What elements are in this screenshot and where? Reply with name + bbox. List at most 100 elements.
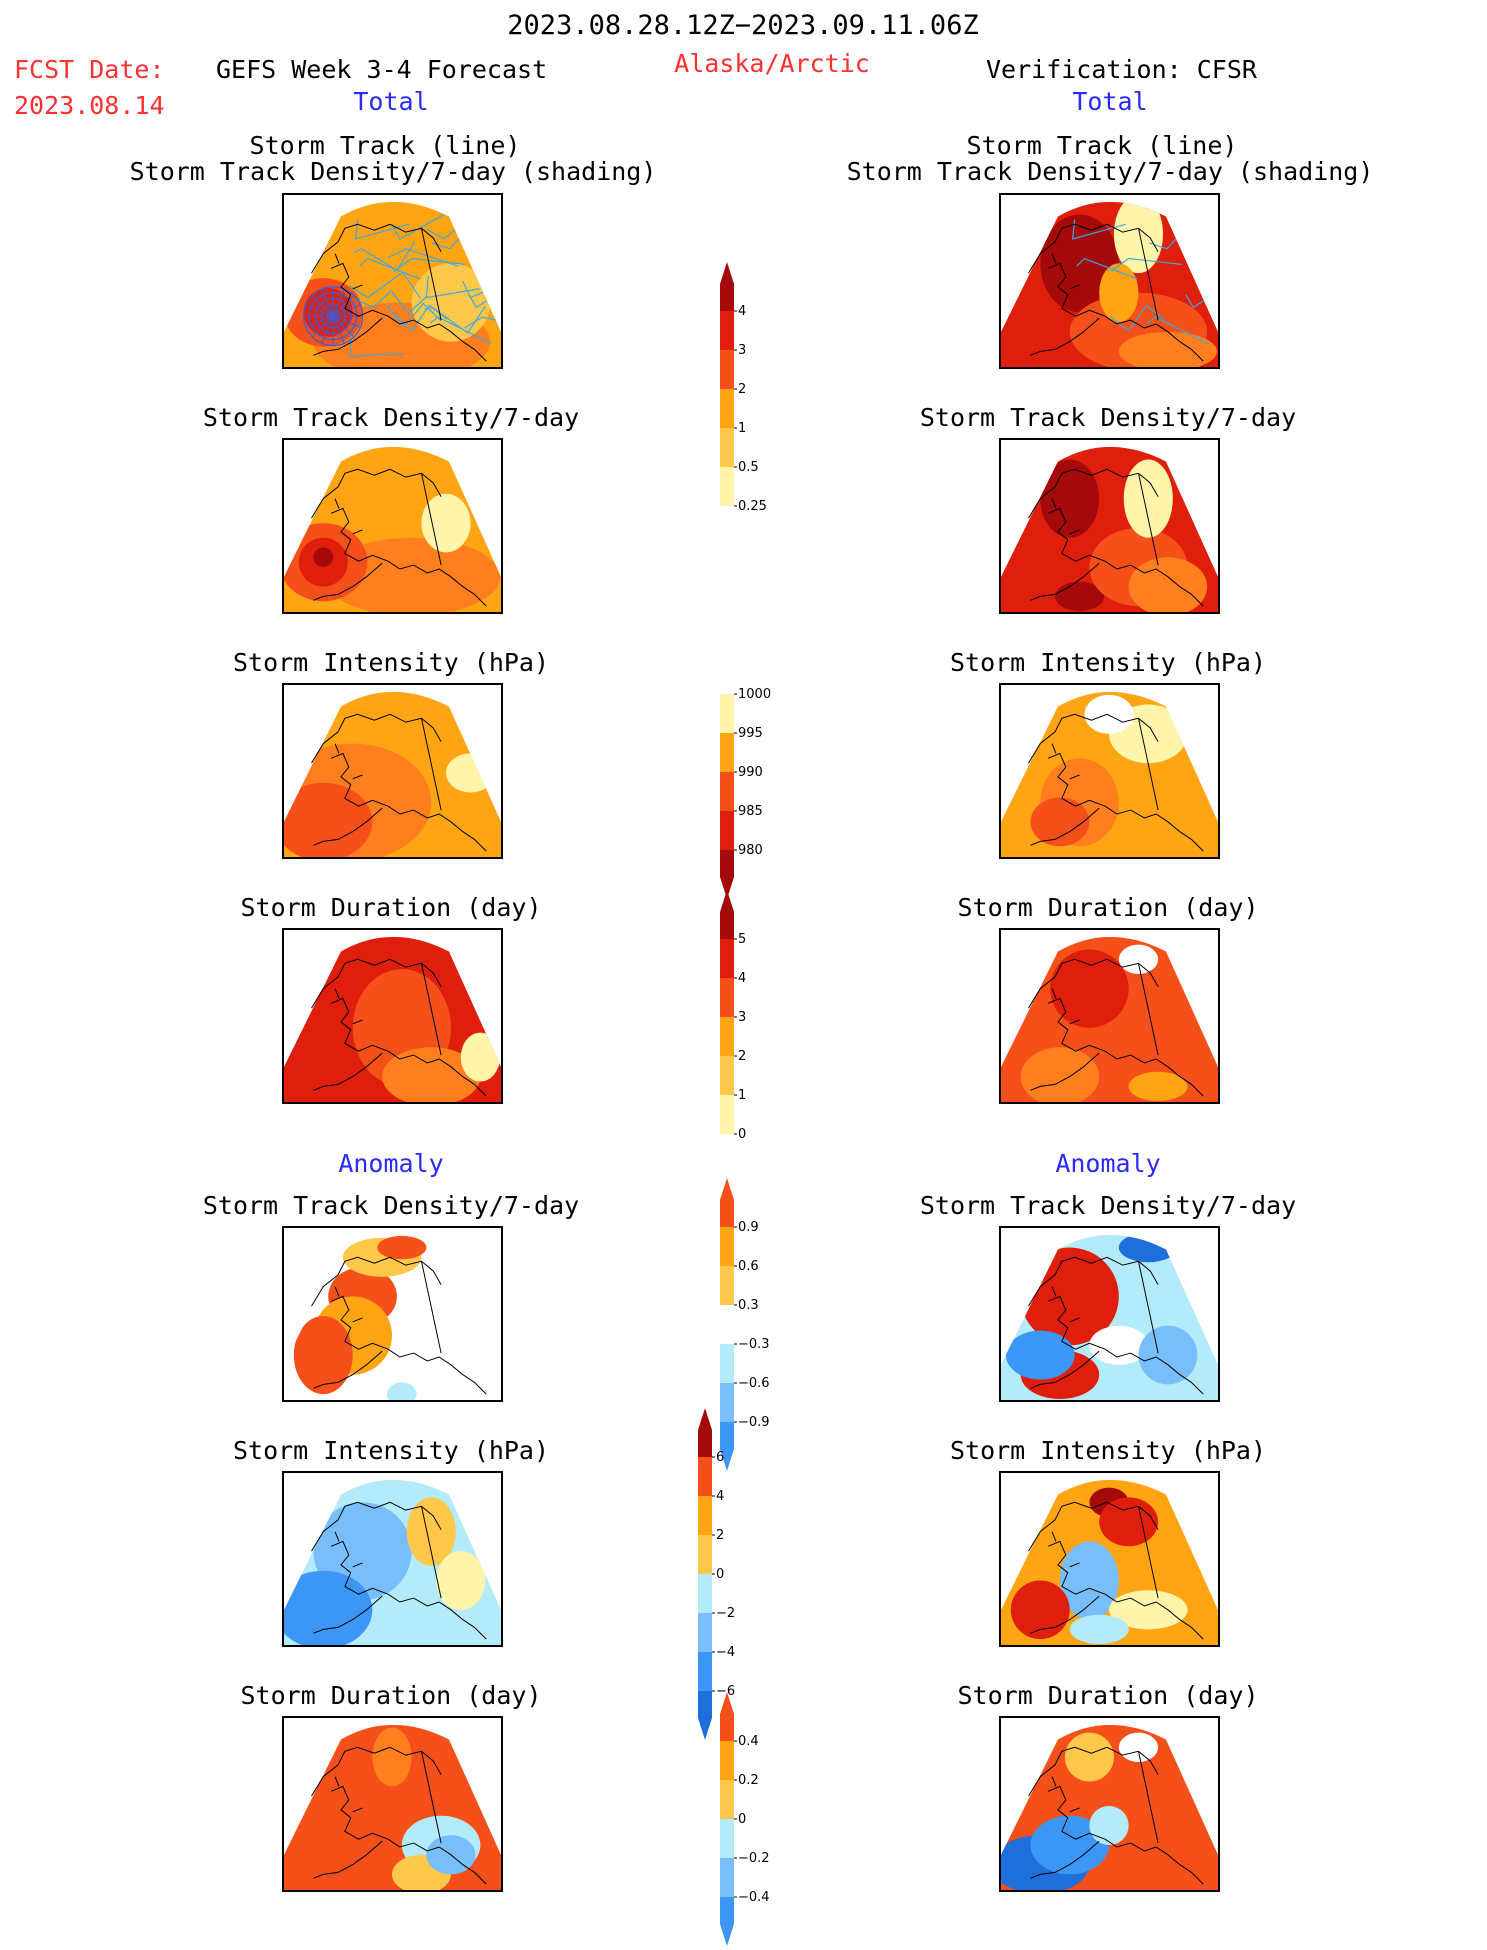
colorbar-segment xyxy=(720,1741,734,1780)
left-track-shading-title: Storm Track Density/7-day (shading) xyxy=(129,157,657,186)
colorbar-tick-label: 0.6 xyxy=(738,1259,759,1274)
colorbar-tick-label: −6 xyxy=(716,1684,735,1699)
map-svg xyxy=(1001,1724,1218,1890)
colorbar-segment xyxy=(720,1178,734,1227)
left-track-line-title: Storm Track (line) xyxy=(249,131,521,160)
colorbar-segment xyxy=(720,1095,734,1134)
colorbar-segment xyxy=(720,262,734,311)
colorbar-segment xyxy=(698,1574,712,1613)
right-total-label: Total xyxy=(1072,87,1148,116)
colorbar-segment xyxy=(698,1691,712,1740)
colorbar-segment xyxy=(720,978,734,1017)
left-anom-density-title: Storm Track Density/7-day xyxy=(202,1191,580,1220)
colorbar-segment xyxy=(720,389,734,428)
map-svg xyxy=(284,446,501,612)
colorbar-segment xyxy=(720,1422,734,1471)
right-anomaly-label: Anomaly xyxy=(1055,1149,1161,1178)
right-anom-density-title: Storm Track Density/7-day xyxy=(919,1191,1297,1220)
colorbar-segment xyxy=(720,1819,734,1858)
right-track-line-title: Storm Track (line) xyxy=(966,131,1238,160)
colorbar-segment xyxy=(698,1408,712,1457)
colorbar-tick-label: 995 xyxy=(738,726,763,741)
colorbar-duration-total: 5 4 3 2 1 0 xyxy=(712,890,782,1183)
map-svg xyxy=(284,691,501,857)
colorbar-tick-label: −0.9 xyxy=(738,1415,770,1430)
region-title: Alaska/Arctic xyxy=(674,49,870,78)
map-panel-cfsr-duration xyxy=(999,928,1220,1104)
map-panel-fcst-anom-intensity xyxy=(282,1471,503,1647)
colorbar-duration-anom: 0.4 0.2 0 −0.2 −0.4 xyxy=(712,1692,782,1946)
colorbar-tick-label: −0.2 xyxy=(738,1851,770,1866)
colorbar-tick-label: 6 xyxy=(716,1450,724,1465)
right-density-title: Storm Track Density/7-day xyxy=(919,403,1297,432)
colorbar-segment xyxy=(720,890,734,939)
colorbar-segment xyxy=(698,1613,712,1652)
colorbar-intensity-anom: 6 4 2 0 −2 −4 −6 xyxy=(690,1408,760,1740)
colorbar-segment xyxy=(720,1383,734,1422)
colorbar-segment xyxy=(720,850,734,899)
colorbar-segment xyxy=(720,645,734,694)
right-track-shading-title: Storm Track Density/7-day (shading) xyxy=(846,157,1374,186)
colorbar-tick-label: 4 xyxy=(738,304,746,319)
colorbar-tick-label: 0 xyxy=(738,1127,746,1142)
colorbar-segment xyxy=(698,1496,712,1535)
map-svg xyxy=(284,1724,501,1890)
map-svg xyxy=(1001,1234,1218,1400)
map-svg xyxy=(1001,201,1218,367)
colorbar-tick-label: −0.6 xyxy=(738,1376,770,1391)
colorbar-segment xyxy=(720,1017,734,1056)
colorbar-segment xyxy=(720,350,734,389)
colorbar-segment xyxy=(720,1897,734,1946)
verification-title: Verification: CFSR xyxy=(986,55,1257,84)
colorbar-tick-label: 1 xyxy=(738,421,746,436)
colorbar-tick-label: 2 xyxy=(738,1049,746,1064)
colorbar-tick-label: 0.4 xyxy=(738,1734,759,1749)
fcst-date-label: FCST Date: xyxy=(14,55,165,84)
colorbar-segment xyxy=(698,1457,712,1496)
colorbar-segment xyxy=(720,1858,734,1897)
colorbar-segment xyxy=(720,1305,734,1344)
colorbar-density-total: 4 3 2 1 0.5 0.25 xyxy=(712,262,782,555)
right-anom-duration-title: Storm Duration (day) xyxy=(957,1681,1259,1710)
map-panel-cfsr-anom-intensity xyxy=(999,1471,1220,1647)
colorbar-tick-label: 1000 xyxy=(738,687,771,702)
colorbar-tick-label: 0.9 xyxy=(738,1220,759,1235)
colorbar-tick-label: −4 xyxy=(716,1645,735,1660)
colorbar-segment xyxy=(720,694,734,733)
map-svg xyxy=(284,936,501,1102)
colorbar-tick-label: 5 xyxy=(738,932,746,947)
colorbar-tick-label: −0.3 xyxy=(738,1337,770,1352)
colorbar-tick-label: 1 xyxy=(738,1088,746,1103)
colorbar-tick-label: 4 xyxy=(716,1489,724,1504)
colorbar-segment xyxy=(720,1344,734,1383)
colorbar-tick-label: 0.2 xyxy=(738,1773,759,1788)
colorbar-tick-label: 985 xyxy=(738,804,763,819)
map-panel-cfsr-anom-density xyxy=(999,1226,1220,1402)
left-density-title: Storm Track Density/7-day xyxy=(202,403,580,432)
colorbar-tick-label: −2 xyxy=(716,1606,735,1621)
colorbar-tick-label: 2 xyxy=(738,382,746,397)
left-anom-intensity-title: Storm Intensity (hPa) xyxy=(232,1436,550,1465)
colorbar-tick-label: 2 xyxy=(716,1528,724,1543)
map-svg xyxy=(1001,936,1218,1102)
fcst-date-value: 2023.08.14 xyxy=(14,91,165,120)
map-svg xyxy=(284,201,501,367)
map-svg xyxy=(284,1479,501,1645)
map-panel-cfsr-density xyxy=(999,438,1220,614)
colorbar-tick-label: 0 xyxy=(716,1567,724,1582)
colorbar-segment xyxy=(720,1692,734,1741)
left-anomaly-label: Anomaly xyxy=(338,1149,444,1178)
forecast-title: GEFS Week 3-4 Forecast xyxy=(216,55,548,84)
colorbar-segment xyxy=(720,811,734,850)
map-panel-fcst-density xyxy=(282,438,503,614)
map-svg xyxy=(1001,691,1218,857)
colorbar-density-anom: 0.9 0.6 0.3 −0.3 −0.6 −0.9 xyxy=(712,1178,782,1471)
left-total-label: Total xyxy=(353,87,429,116)
left-intensity-title: Storm Intensity (hPa) xyxy=(232,648,550,677)
colorbar-segment xyxy=(720,733,734,772)
colorbar-segment xyxy=(720,311,734,350)
colorbar-tick-label: 0.25 xyxy=(738,499,767,514)
map-panel-fcst-duration xyxy=(282,928,503,1104)
left-anom-duration-title: Storm Duration (day) xyxy=(240,1681,542,1710)
colorbar-tick-label: 0.3 xyxy=(738,1298,759,1313)
